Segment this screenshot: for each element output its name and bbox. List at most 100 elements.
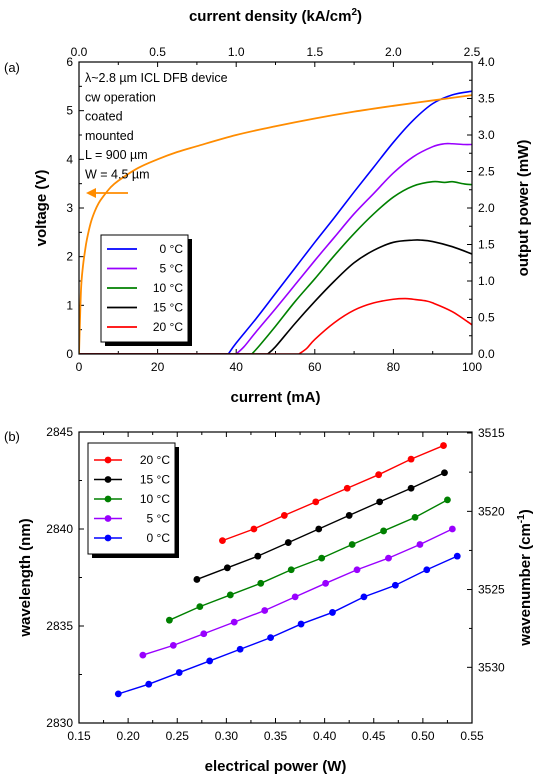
legend-label: 20 °C [153, 320, 183, 334]
data-point [385, 554, 392, 562]
data-point [206, 657, 214, 665]
series-line [222, 444, 444, 542]
data-point [291, 593, 299, 601]
series-line [142, 528, 453, 656]
y2-tick-label: 4.0 [478, 55, 495, 69]
annotation-line: mounted [85, 129, 134, 143]
data-point [407, 484, 415, 492]
power-series-line [298, 297, 472, 354]
x-tick-label: 0.55 [460, 729, 484, 743]
data-point [343, 484, 351, 492]
legend-marker [104, 476, 112, 483]
data-point [257, 579, 265, 587]
data-point [280, 512, 288, 519]
x2-tick-label: 0.0 [71, 45, 88, 59]
y2-tick-label: 1.0 [478, 274, 495, 288]
data-point [165, 616, 173, 624]
y2-tick-label: 1.5 [478, 238, 495, 252]
x-tick-label: 0.20 [116, 729, 140, 743]
power-series-line [235, 142, 472, 354]
data-point [441, 469, 448, 477]
y-axis-title: wavelength (nm) [17, 518, 34, 637]
data-point [345, 512, 353, 519]
legend-label: 15 °C [153, 301, 183, 315]
legend-label: 0 °C [147, 531, 171, 545]
legend-label: 5 °C [147, 512, 171, 526]
data-point [230, 618, 238, 626]
data-point [145, 680, 153, 688]
y2-tick-label: 3525 [478, 583, 505, 597]
x2-tick-label: 0.5 [149, 45, 166, 59]
x-tick-label: 0.50 [411, 729, 435, 743]
y-tick-label: 4 [66, 152, 73, 166]
data-point [322, 579, 330, 587]
legend-label: 10 °C [140, 492, 170, 506]
y-tick-label: 2830 [46, 716, 73, 730]
data-point [114, 690, 122, 698]
data-point [318, 554, 326, 562]
x2-tick-label: 2.0 [385, 45, 402, 59]
x-tick-label: 40 [230, 360, 244, 374]
data-point [329, 609, 336, 616]
y2-axis-title: wavenumber (cm-1) [516, 509, 534, 646]
x-axis-title: current (mA) [230, 389, 320, 406]
y2-axis-title: output power (mW) [515, 140, 532, 277]
data-point [267, 634, 274, 642]
data-point [175, 669, 183, 676]
y-tick-label: 3 [66, 201, 73, 215]
x2-tick-label: 1.0 [228, 45, 245, 59]
panel-b: (b) 0.15 0.20 0.25 0.30 0.35 0.40 0.45 0.50 0.55 2… [4, 425, 534, 775]
data-point [315, 525, 323, 533]
data-point [380, 527, 387, 535]
legend-label: 0 °C [160, 242, 184, 256]
y-tick-label: 2840 [46, 522, 73, 536]
y-tick-label: 5 [66, 104, 73, 118]
x-tick-label: 0.25 [166, 729, 190, 743]
annotation-line: cw operation [85, 90, 156, 104]
y2-tick-label: 3.0 [478, 128, 495, 142]
data-point [416, 541, 424, 548]
legend-label: 10 °C [153, 281, 183, 295]
y2-tick-label: 3530 [478, 660, 505, 674]
legend-marker [104, 495, 112, 503]
x-tick-label: 100 [462, 360, 482, 374]
y2-tick-label: 0.0 [478, 347, 495, 361]
data-point [223, 564, 231, 572]
annotation-line: W = 4.5 µm [85, 168, 150, 182]
y-axis-title: voltage (V) [33, 170, 50, 247]
data-point [407, 455, 415, 463]
data-point [360, 593, 368, 601]
power-series-line [267, 239, 472, 354]
data-point [193, 576, 201, 583]
legend-marker [104, 515, 112, 522]
data-point [139, 651, 147, 659]
data-point [200, 630, 208, 638]
data-point [353, 566, 361, 574]
power-series-line [227, 90, 472, 354]
data-point [254, 552, 262, 560]
x-tick-label: 0.35 [264, 729, 288, 743]
data-point [297, 620, 305, 628]
data-point [440, 442, 447, 449]
plot-frame-a [78, 61, 473, 355]
data-point [375, 471, 383, 479]
y-tick-label: 0 [66, 347, 73, 361]
data-point [423, 566, 431, 574]
x-axis-title: electrical power (W) [205, 758, 347, 775]
y2-tick-label: 3520 [478, 504, 505, 518]
panel-b-label: (b) [4, 429, 20, 444]
x2-tick-label: 1.5 [306, 45, 323, 59]
series-line [169, 499, 448, 621]
data-point [196, 603, 204, 610]
data-point [169, 642, 177, 649]
data-point [348, 541, 356, 548]
legend-marker [104, 534, 112, 542]
legend-marker [104, 456, 112, 464]
data-point [261, 607, 269, 614]
data-point [376, 498, 384, 506]
data-point [287, 566, 295, 574]
x-tick-label: 0.40 [313, 729, 337, 743]
y-tick-label: 2845 [46, 425, 73, 439]
